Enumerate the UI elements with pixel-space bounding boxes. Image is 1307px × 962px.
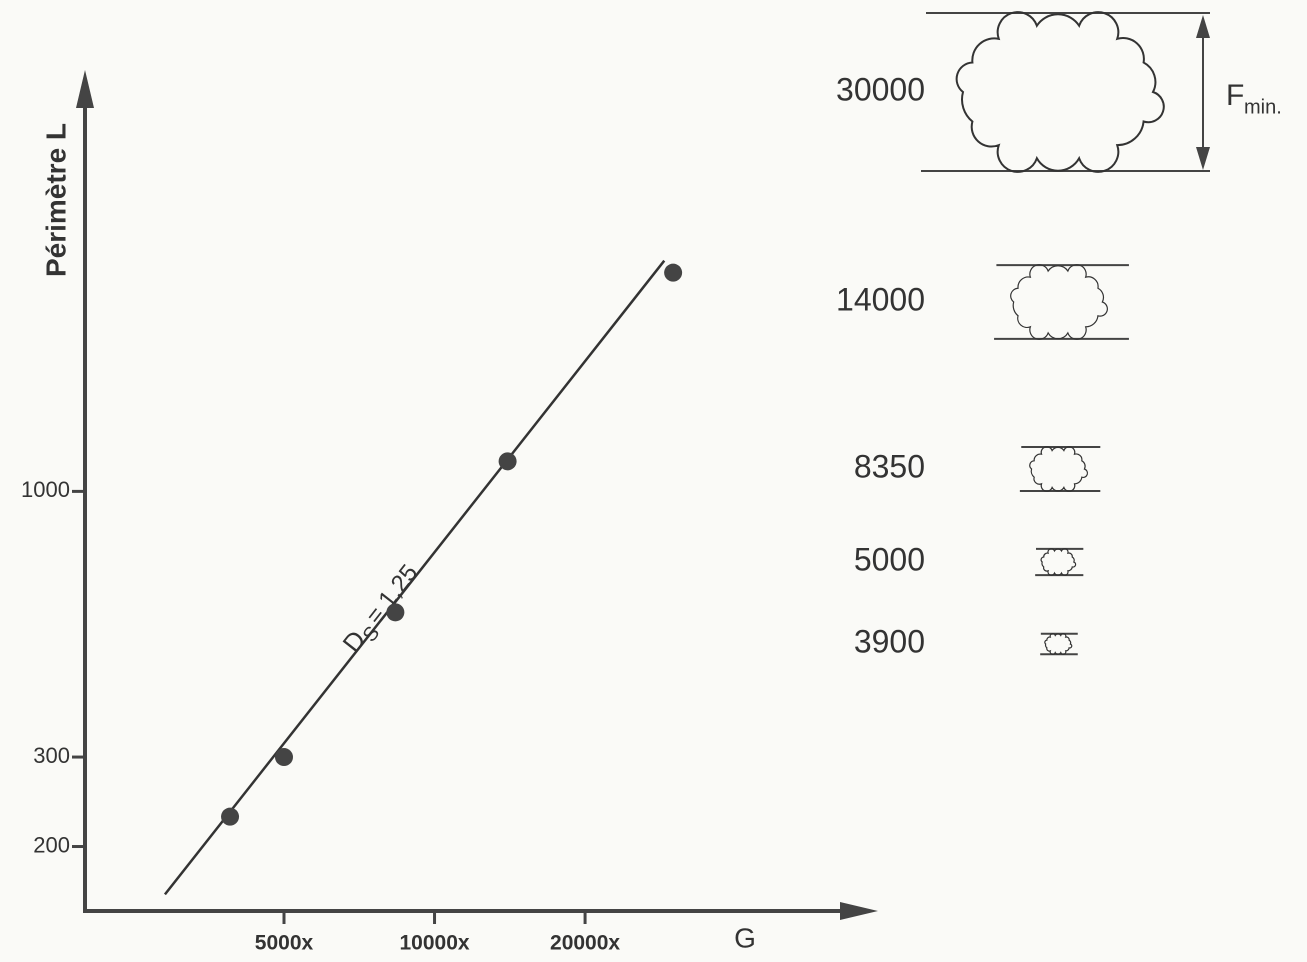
fmin-measure: F min. (1196, 15, 1282, 170)
magnification-label: 5000 (854, 541, 925, 577)
magnification-label: 14000 (836, 281, 925, 317)
particle-outline (1044, 633, 1073, 655)
x-axis (83, 902, 878, 920)
magnification-label: 8350 (854, 448, 925, 484)
fit-line (163, 259, 666, 896)
data-point (274, 748, 293, 767)
y-axis-label: Périmètre L (40, 123, 71, 277)
fmin-subscript: min. (1244, 96, 1282, 118)
y-tick-label: 200 (33, 832, 70, 857)
y-tick-label: 300 (33, 743, 70, 768)
data-point (386, 603, 405, 622)
particle-outline (955, 11, 1165, 173)
magnification-label: 30000 (836, 71, 925, 107)
y-axis (76, 70, 94, 912)
data-point (221, 807, 240, 826)
annotation: D S = 1,25 (337, 559, 424, 657)
magnification-label: 3900 (854, 623, 925, 659)
x-axis-label: G (734, 922, 756, 953)
y-tick-label: 1000 (21, 477, 70, 502)
particle-outline (1040, 548, 1077, 576)
data-point (664, 263, 683, 282)
particle-outline (1010, 264, 1108, 340)
x-tick-label: 10000x (399, 932, 469, 955)
fmin-symbol: F (1226, 79, 1244, 112)
particle-outline (1029, 446, 1089, 492)
x-tick-label: 5000x (255, 932, 314, 955)
x-tick-label: 20000x (550, 932, 620, 955)
data-point (498, 452, 517, 471)
